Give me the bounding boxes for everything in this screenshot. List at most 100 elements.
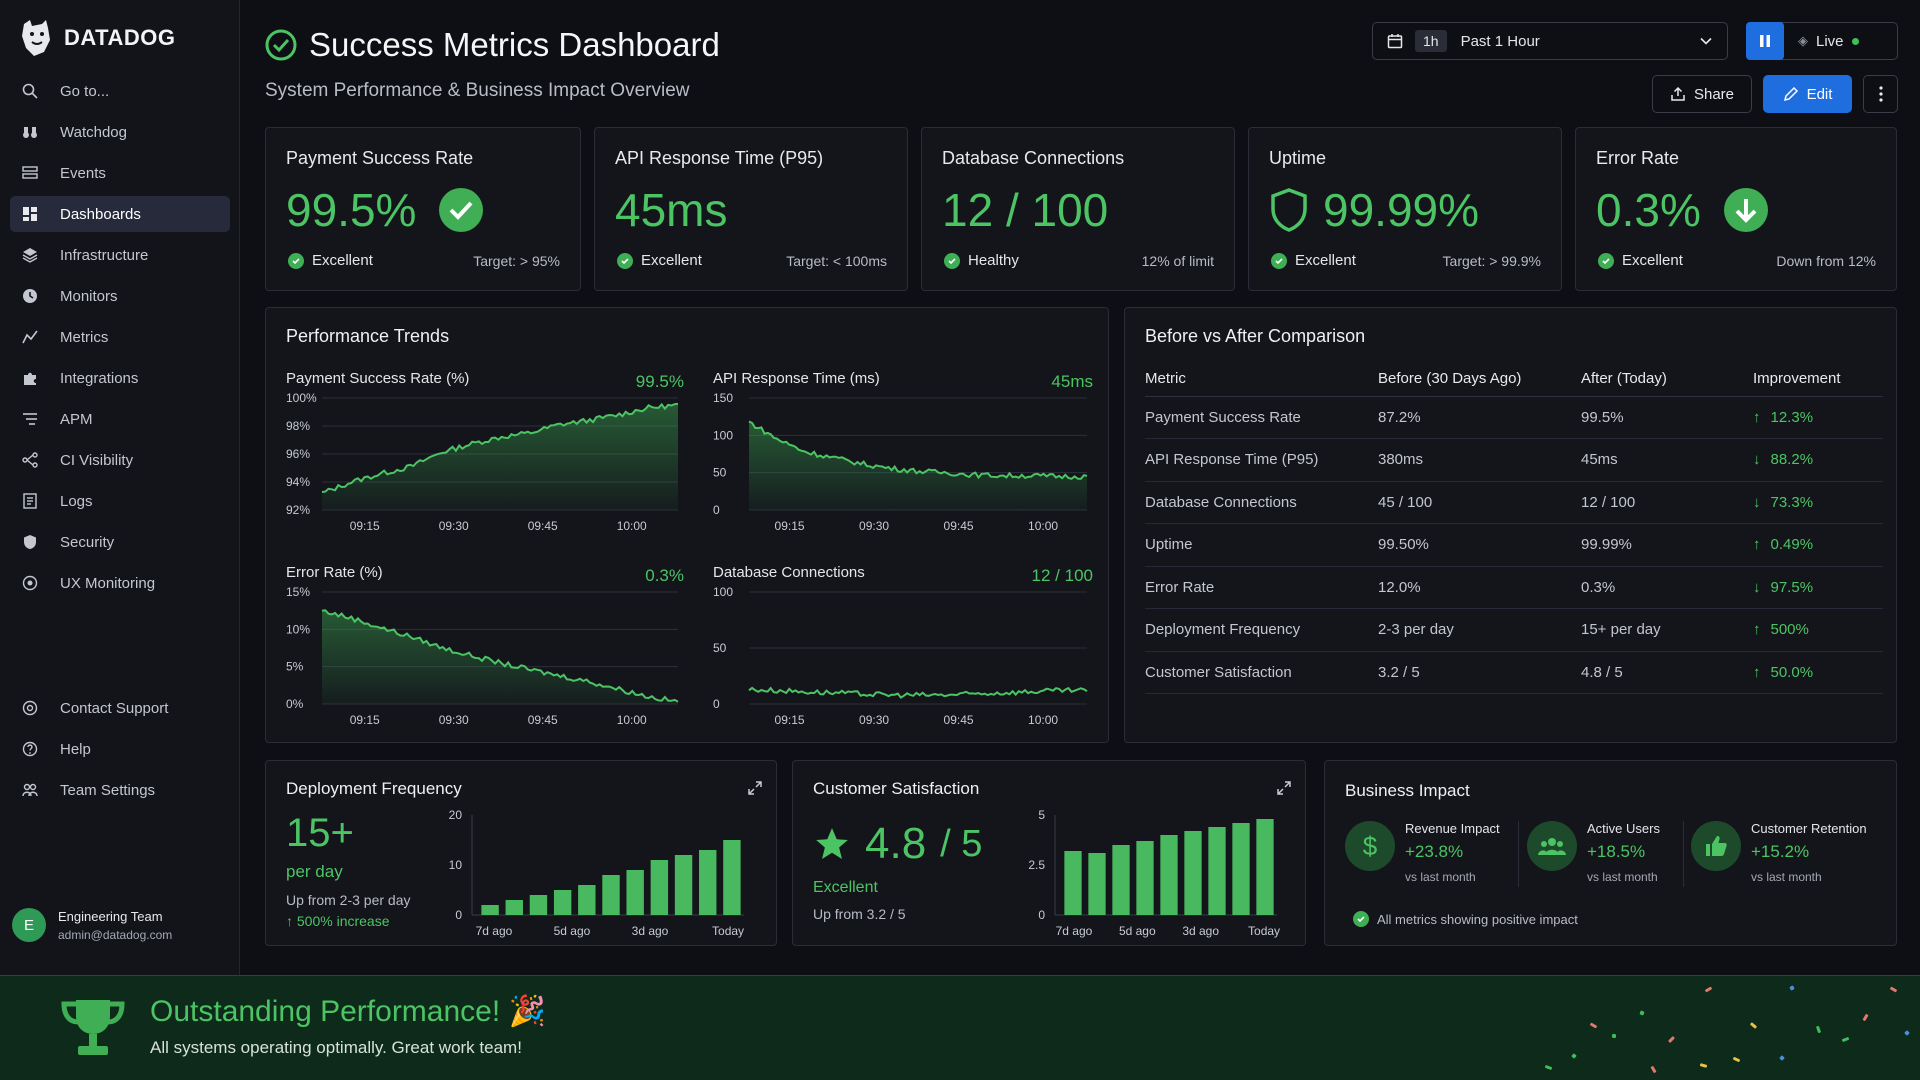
sidebar-item-go-to[interactable]: Go to... bbox=[10, 73, 230, 109]
improvement-cell: ↑ 12.3% bbox=[1753, 396, 1883, 439]
kpi-card-uptime[interactable]: Uptime 99.99% Excellent Target: > 99.9% bbox=[1248, 127, 1562, 291]
metric-cell: Error Rate bbox=[1145, 566, 1378, 609]
table-row: Customer Satisfaction 3.2 / 5 4.8 / 5 ↑ 50.0… bbox=[1145, 651, 1883, 694]
confetti-piece bbox=[1704, 986, 1713, 993]
kpi-value: 12 / 100 bbox=[942, 184, 1109, 236]
arrow-down-icon: ↓ bbox=[1753, 451, 1761, 469]
divider bbox=[1518, 821, 1519, 887]
kpi-target: Down from 12% bbox=[1776, 253, 1876, 269]
y-tick-label: 150 bbox=[713, 392, 733, 405]
page-header: Success Metrics Dashboard bbox=[265, 26, 720, 64]
sidebar-item-ux-monitoring[interactable]: UX Monitoring bbox=[10, 565, 230, 601]
confetti-piece bbox=[1889, 986, 1898, 993]
y-tick-label: 94% bbox=[286, 475, 310, 489]
panel-title: Deployment Frequency bbox=[286, 779, 462, 798]
sidebar-item-label: Logs bbox=[60, 492, 93, 510]
kpi-card-error-rate[interactable]: Error Rate 0.3% Excellent Down from 12% bbox=[1575, 127, 1897, 291]
share-label: Share bbox=[1693, 85, 1735, 103]
user-profile[interactable]: E Engineering Team admin@datadog.com bbox=[12, 908, 172, 942]
confetti-piece bbox=[1544, 1064, 1553, 1071]
deployment-unit: per day bbox=[286, 862, 343, 881]
sidebar-item-contact-support[interactable]: Contact Support bbox=[10, 690, 230, 726]
chevron-down-icon bbox=[1700, 37, 1712, 45]
panel-title: Customer Satisfaction bbox=[813, 779, 980, 798]
trophy-icon bbox=[61, 1000, 125, 1055]
status-check-icon bbox=[944, 252, 960, 269]
sidebar-item-infrastructure[interactable]: Infrastructure bbox=[10, 237, 230, 273]
sidebar-item-team-settings[interactable]: Team Settings bbox=[10, 772, 230, 808]
sidebar-item-logs[interactable]: Logs bbox=[10, 483, 230, 519]
comparison-panel: Before vs After Comparison Metric Before… bbox=[1124, 307, 1897, 743]
business-item-sub: vs last month bbox=[1587, 870, 1658, 884]
y-tick-label: 96% bbox=[286, 447, 310, 461]
x-tick-label: 7d ago bbox=[476, 924, 513, 938]
edit-button[interactable]: Edit bbox=[1763, 75, 1852, 113]
arrow-up-icon: ↑ bbox=[1753, 663, 1761, 681]
sidebar-item-integrations[interactable]: Integrations bbox=[10, 360, 230, 396]
after-cell: 0.3% bbox=[1581, 566, 1753, 609]
pencil-icon bbox=[1783, 86, 1798, 102]
sidebar-item-ci-visibility[interactable]: CI Visibility bbox=[10, 442, 230, 478]
bar bbox=[578, 885, 596, 915]
y-tick-label: 15% bbox=[286, 586, 310, 599]
confetti-piece bbox=[1639, 1010, 1645, 1016]
kpi-target: Target: > 95% bbox=[473, 253, 560, 269]
arrow-up-icon: ↑ bbox=[1753, 621, 1761, 639]
y-tick-label: 0 bbox=[713, 697, 720, 711]
chart-db-connections: Database Connections 12 / 100 100 50 0 09:1… bbox=[713, 564, 1093, 734]
confetti-piece bbox=[1699, 1063, 1708, 1068]
x-tick-label: 09:15 bbox=[775, 519, 805, 533]
chart-api-response: API Response Time (ms) 45ms 150 100 50 0 09:… bbox=[713, 370, 1093, 540]
search-icon bbox=[20, 81, 40, 101]
sidebar-item-apm[interactable]: APM bbox=[10, 401, 230, 437]
kpi-value: 0.3% bbox=[1596, 184, 1701, 236]
kpi-card-payment-success[interactable]: Payment Success Rate 99.5% Excellent Tar… bbox=[265, 127, 581, 291]
live-toggle[interactable]: ◈ Live bbox=[1798, 33, 1859, 50]
sidebar-item-security[interactable]: Security bbox=[10, 524, 230, 560]
brand-logo[interactable]: DATADOG bbox=[18, 18, 175, 58]
sidebar-item-events[interactable]: Events bbox=[10, 155, 230, 191]
sidebar-item-monitors[interactable]: Monitors bbox=[10, 278, 230, 314]
confetti-piece bbox=[1789, 985, 1795, 991]
kpi-value: 99.99% bbox=[1323, 184, 1480, 236]
pause-button[interactable] bbox=[1746, 22, 1784, 60]
arrow-down-circle-icon bbox=[1723, 188, 1768, 232]
after-cell: 15+ per day bbox=[1581, 608, 1753, 652]
kpi-card-db-connections[interactable]: Database Connections 12 / 100 Healthy 12… bbox=[921, 127, 1235, 291]
bar bbox=[1208, 827, 1226, 915]
status-check-icon bbox=[1271, 252, 1287, 269]
kpi-card-api-response[interactable]: API Response Time (P95) 45ms Excellent T… bbox=[594, 127, 908, 291]
sidebar-bottom-nav: Contact Support Help Team Settings bbox=[10, 690, 230, 813]
satisfaction-from: Up from 3.2 / 5 bbox=[813, 906, 906, 922]
sidebar-item-help[interactable]: Help bbox=[10, 731, 230, 767]
kpi-title: API Response Time (P95) bbox=[615, 148, 824, 168]
infrastructure-icon bbox=[20, 245, 40, 265]
share-button[interactable]: Share bbox=[1652, 75, 1752, 113]
events-icon bbox=[20, 163, 40, 183]
expand-icon[interactable] bbox=[748, 781, 762, 795]
satisfaction-label: Excellent bbox=[813, 879, 878, 896]
sidebar-item-dashboards[interactable]: Dashboards bbox=[10, 196, 230, 232]
panel-title: Performance Trends bbox=[286, 326, 450, 346]
kebab-menu-icon bbox=[1878, 86, 1883, 102]
datadog-logo-icon bbox=[22, 20, 50, 56]
improvement-cell: ↑ 0.49% bbox=[1753, 523, 1883, 567]
y-tick-label: 10 bbox=[449, 858, 463, 872]
y-tick-label: 50 bbox=[713, 641, 727, 655]
sidebar-item-watchdog[interactable]: Watchdog bbox=[10, 114, 230, 150]
y-tick-label: 5 bbox=[1038, 809, 1045, 822]
series-line bbox=[321, 402, 679, 493]
y-tick-label: 10% bbox=[286, 622, 310, 636]
sidebar-item-metrics[interactable]: Metrics bbox=[10, 319, 230, 355]
business-item-label: Customer Retention bbox=[1751, 821, 1867, 836]
binoculars-icon bbox=[20, 122, 40, 142]
time-range-picker[interactable]: 1h Past 1 Hour bbox=[1372, 22, 1728, 60]
more-options-button[interactable] bbox=[1863, 75, 1898, 113]
expand-icon[interactable] bbox=[1277, 781, 1291, 795]
shield-icon bbox=[1271, 188, 1307, 232]
x-tick-label: 10:00 bbox=[617, 519, 647, 533]
bar bbox=[650, 860, 669, 915]
y-tick-label: 0 bbox=[1038, 908, 1045, 922]
business-item-retention: Customer Retention +15.2% vs last month bbox=[1691, 821, 1867, 884]
chart-current-value: 12 / 100 bbox=[1031, 566, 1093, 585]
